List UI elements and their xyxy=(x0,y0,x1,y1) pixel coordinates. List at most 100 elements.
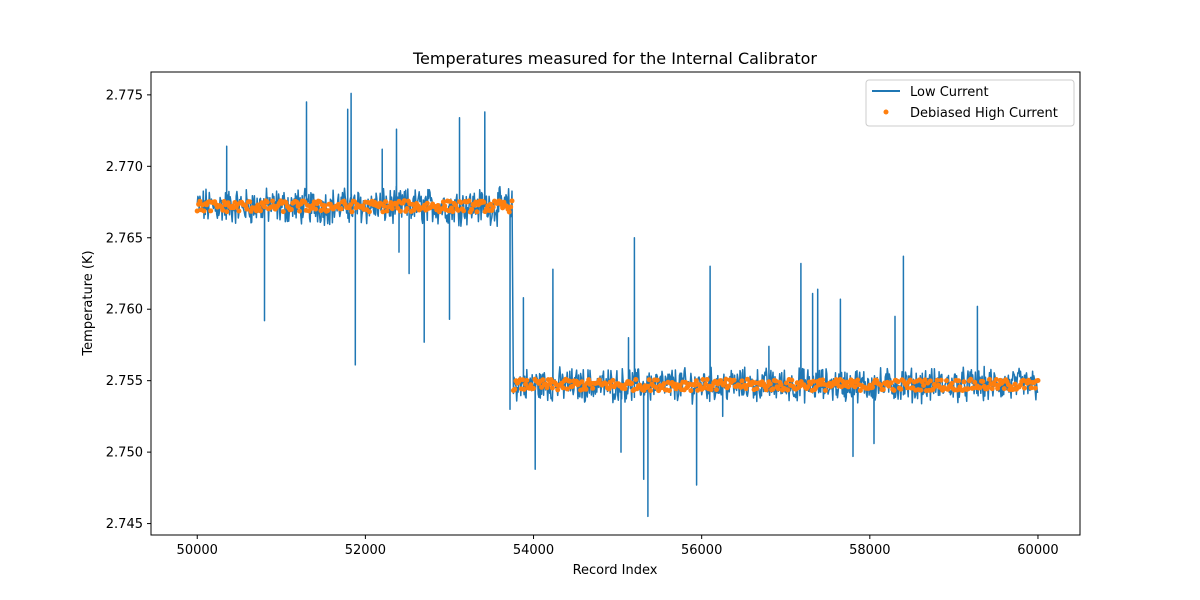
high-current-point xyxy=(965,386,971,392)
high-current-point xyxy=(224,209,230,215)
high-current-point xyxy=(579,379,585,385)
x-axis-label: Record Index xyxy=(573,563,658,578)
high-current-point xyxy=(987,376,992,382)
high-current-point xyxy=(508,204,514,210)
high-current-point xyxy=(506,209,512,215)
high-current-point xyxy=(531,385,536,391)
y-tick-label: 2.760 xyxy=(106,303,143,318)
high-current-point xyxy=(586,377,592,383)
high-current-point xyxy=(989,386,995,392)
high-current-point xyxy=(770,386,776,392)
high-current-point xyxy=(610,377,616,383)
high-current-point xyxy=(949,380,955,386)
plot-area xyxy=(150,71,1081,536)
high-current-point xyxy=(521,386,527,392)
legend-swatch-debiased-high-current xyxy=(883,109,889,115)
high-current-point xyxy=(547,381,553,387)
high-current-point xyxy=(349,209,355,215)
x-tick-label: 54000 xyxy=(513,543,554,558)
high-current-point xyxy=(870,384,875,390)
legend-label-debiased-high-current: Debiased High Current xyxy=(910,106,1058,121)
high-current-point xyxy=(927,378,933,384)
high-current-point xyxy=(384,208,390,214)
y-tick-label: 2.765 xyxy=(106,231,143,246)
high-current-point xyxy=(653,384,659,390)
high-current-point xyxy=(783,380,789,386)
high-current-point xyxy=(810,378,816,384)
high-current-point xyxy=(512,386,518,392)
high-current-point xyxy=(590,385,596,391)
high-current-point xyxy=(743,386,749,392)
high-current-point xyxy=(944,378,949,384)
high-current-point xyxy=(980,379,986,384)
y-tick-label: 2.745 xyxy=(106,517,143,532)
high-current-point xyxy=(461,208,467,214)
high-current-point xyxy=(661,381,667,387)
high-current-point xyxy=(744,376,750,382)
plot-background xyxy=(151,72,1080,535)
high-current-point xyxy=(1035,378,1041,383)
high-current-point xyxy=(564,386,570,392)
high-current-point xyxy=(469,206,475,212)
high-current-point xyxy=(934,377,940,383)
high-current-point xyxy=(688,388,694,394)
high-current-point xyxy=(381,203,387,209)
high-current-point xyxy=(297,208,302,214)
high-current-point xyxy=(723,376,729,382)
high-current-point xyxy=(247,199,253,205)
high-current-point xyxy=(336,201,341,207)
high-current-point xyxy=(481,199,487,205)
high-current-point xyxy=(704,377,710,382)
y-axis: 2.745 2.750 2.755 2.760 2.765 2.770 2.775 xyxy=(106,88,151,532)
high-current-point xyxy=(646,377,652,383)
high-current-point xyxy=(985,384,991,390)
high-current-point xyxy=(523,381,528,387)
high-current-point xyxy=(501,199,507,205)
high-current-point xyxy=(1028,385,1034,391)
high-current-point xyxy=(366,209,372,215)
high-current-point xyxy=(410,201,415,207)
high-current-point xyxy=(258,208,263,214)
high-current-point xyxy=(596,377,602,383)
high-current-point xyxy=(731,377,737,383)
high-current-point xyxy=(474,209,480,215)
high-current-point xyxy=(348,202,354,208)
high-current-point xyxy=(325,208,331,214)
high-current-point xyxy=(794,380,800,386)
high-current-point xyxy=(560,385,566,391)
high-current-point xyxy=(961,379,967,385)
high-current-point xyxy=(288,206,294,212)
high-current-point xyxy=(648,388,654,394)
high-current-point xyxy=(956,378,962,384)
high-current-point xyxy=(262,204,267,210)
high-current-point xyxy=(878,382,884,388)
high-current-point xyxy=(692,382,698,388)
high-current-point xyxy=(447,199,453,204)
high-current-point xyxy=(822,388,828,393)
high-current-point xyxy=(253,208,259,214)
high-current-point xyxy=(383,199,389,205)
high-current-point xyxy=(397,208,403,214)
x-tick-label: 50000 xyxy=(177,543,218,558)
high-current-point xyxy=(280,209,286,215)
high-current-point xyxy=(1001,386,1007,392)
chart-title: Temperatures measured for the Internal C… xyxy=(412,49,817,68)
high-current-point xyxy=(435,203,441,208)
high-current-point xyxy=(524,377,530,383)
x-axis: 50000 52000 54000 56000 58000 60000 xyxy=(177,535,1059,558)
high-current-point xyxy=(583,386,589,392)
high-current-point xyxy=(555,387,561,393)
y-tick-label: 2.755 xyxy=(106,374,143,389)
high-current-point xyxy=(992,382,998,387)
high-current-point xyxy=(401,198,407,204)
high-current-point xyxy=(898,386,904,392)
high-current-point xyxy=(857,388,863,393)
high-current-point xyxy=(714,387,719,393)
high-current-point xyxy=(509,198,515,204)
high-current-point xyxy=(490,204,496,210)
high-current-point xyxy=(1032,385,1038,391)
high-current-point xyxy=(905,385,910,391)
high-current-point xyxy=(544,385,550,391)
high-current-point xyxy=(921,383,927,388)
